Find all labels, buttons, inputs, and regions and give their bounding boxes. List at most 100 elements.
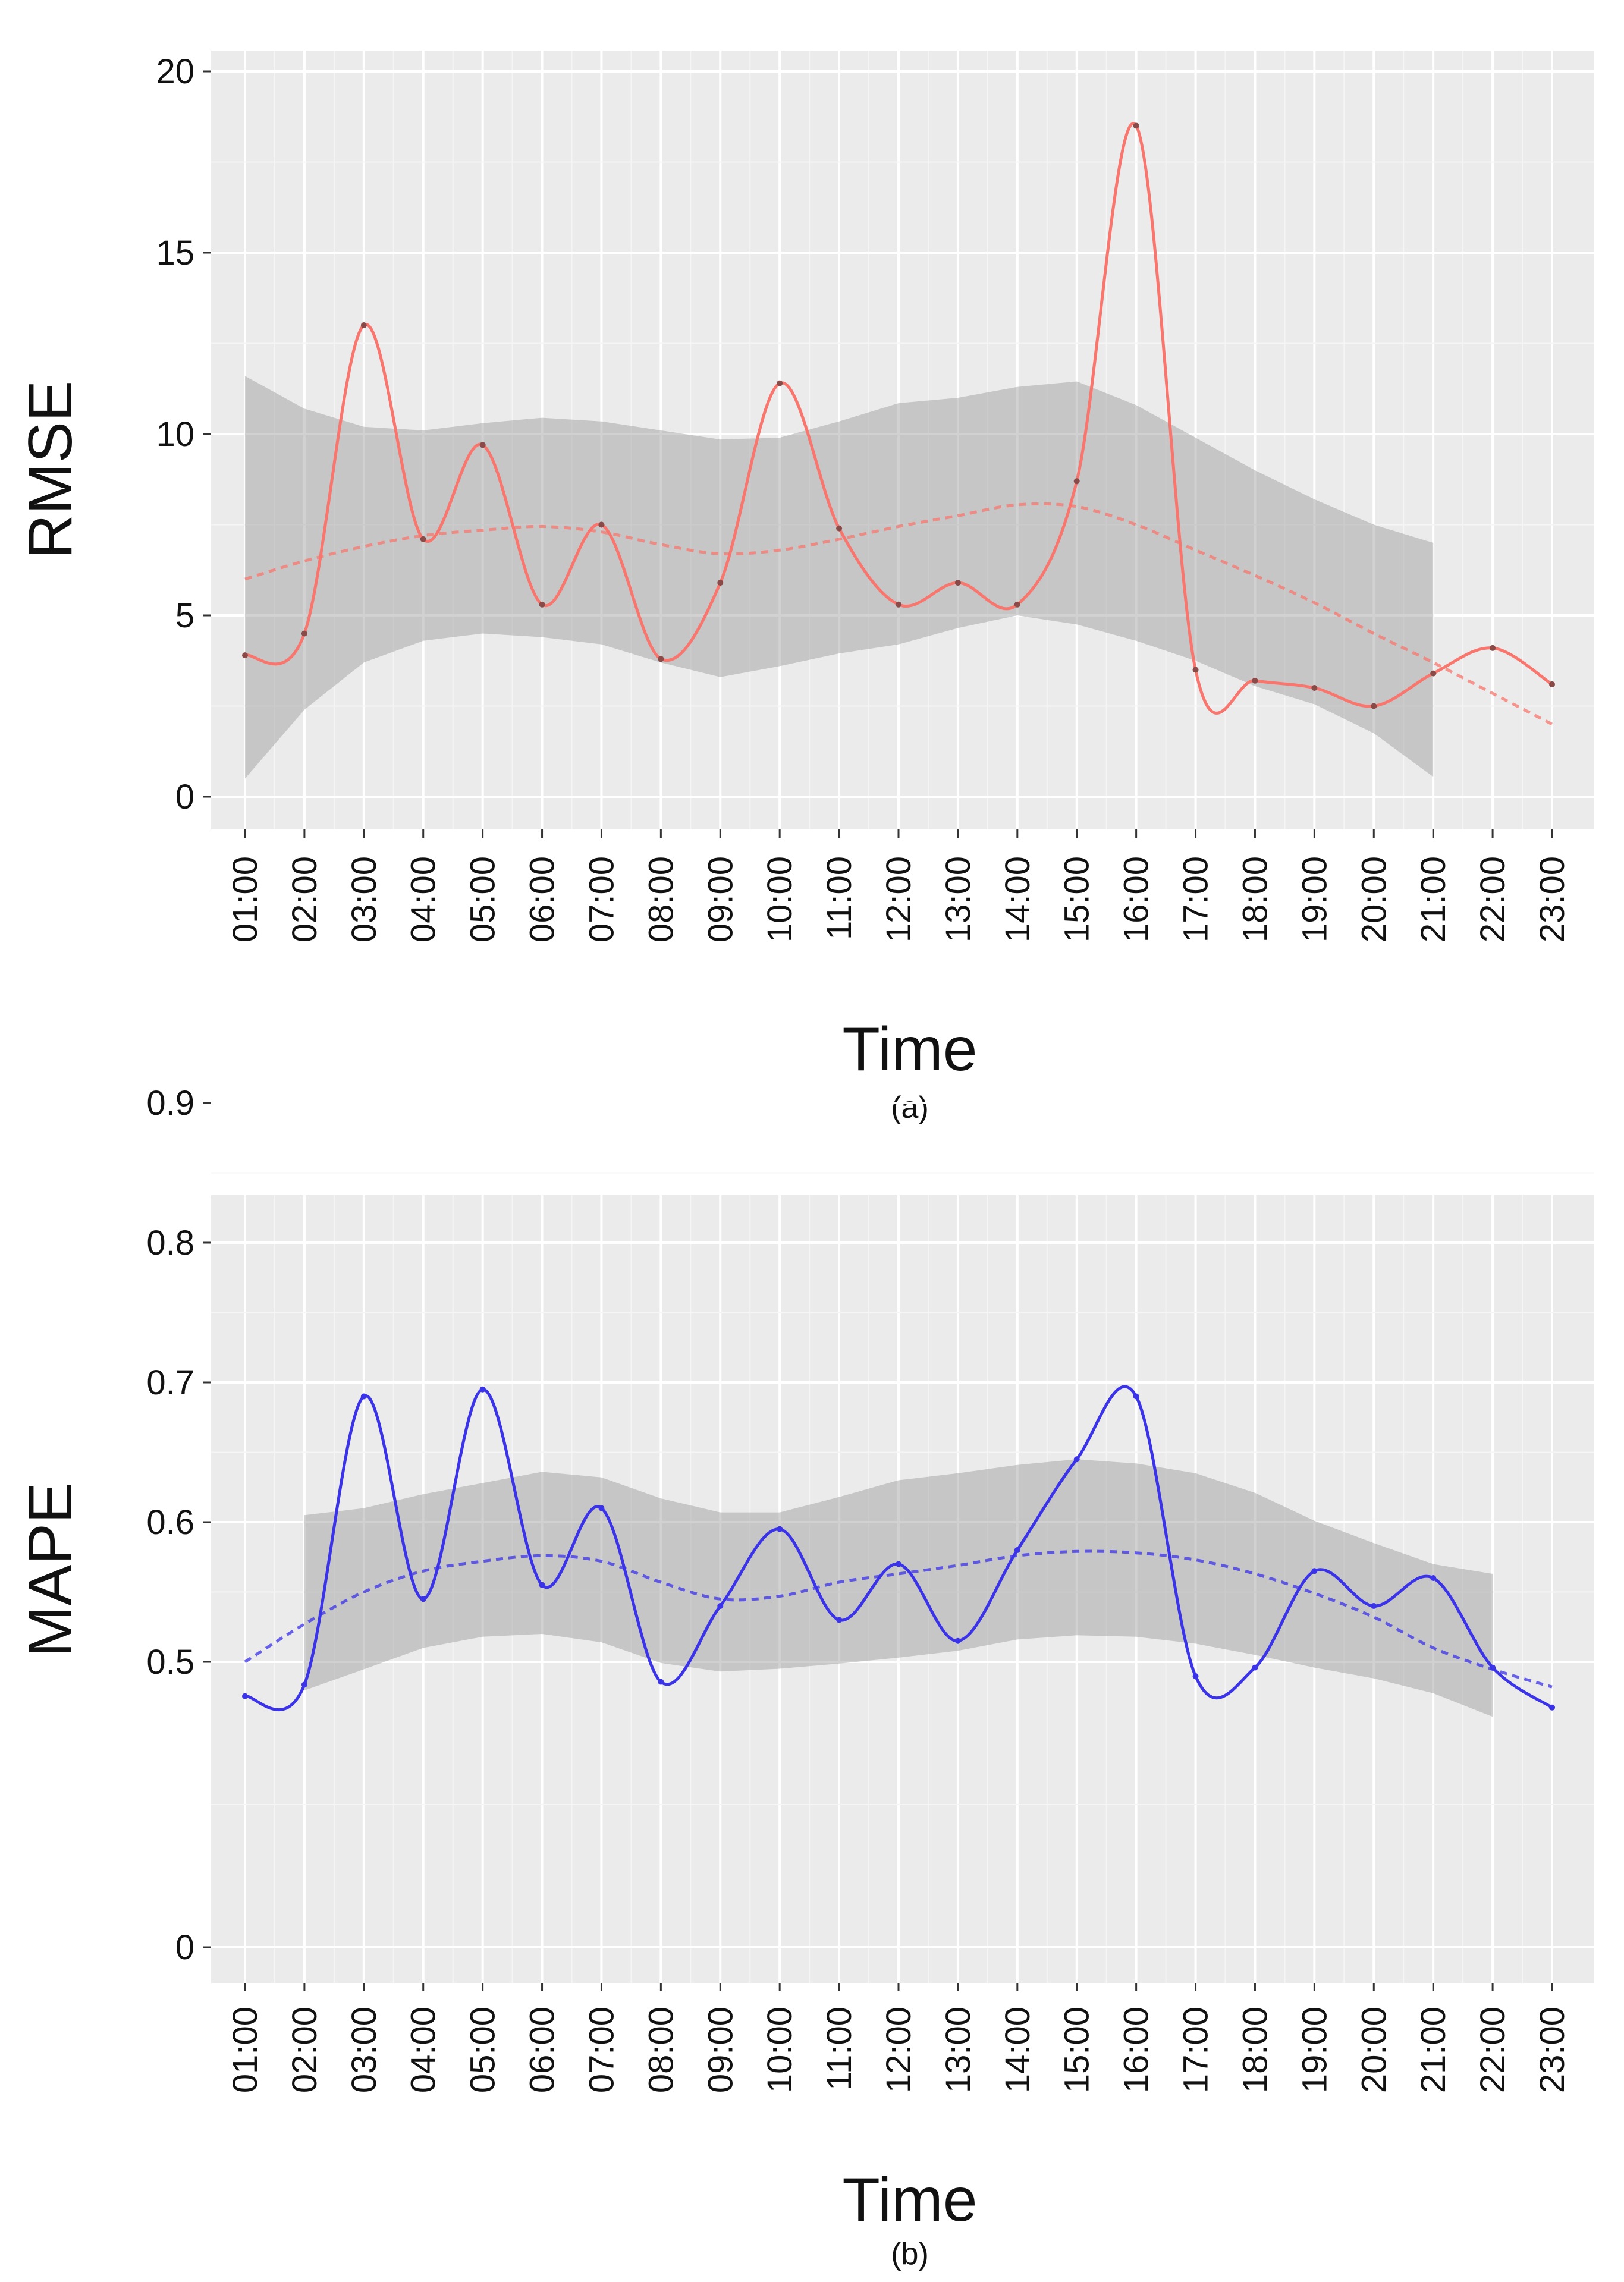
panel-label: (a) xyxy=(891,1090,929,1125)
panel-b: 0 0.5 0.6 0.7 0.8 0.9 01:00 02:00 03:00 04:00 05:0… xyxy=(16,1084,1594,2271)
data-point xyxy=(360,1393,367,1400)
x-tick-label: 01:00 xyxy=(226,856,265,942)
x-tick-label: 02:00 xyxy=(285,856,324,942)
y-tick-label: 5 xyxy=(175,596,194,635)
data-point xyxy=(301,630,307,637)
data-point xyxy=(658,1679,664,1685)
x-tick-label: 11:00 xyxy=(820,856,859,940)
x-tick-label: 05:00 xyxy=(464,2007,502,2093)
x-tick-label: 21:00 xyxy=(1414,856,1453,942)
data-point xyxy=(836,1617,843,1623)
data-point xyxy=(1371,703,1377,709)
x-tick-label: 03:00 xyxy=(345,2007,384,2093)
y-tick-label: 0.9 xyxy=(146,1084,194,1123)
data-point xyxy=(954,580,961,586)
x-tick-label: 14:00 xyxy=(998,856,1037,942)
y-tick-label: 0 xyxy=(175,778,194,816)
y-tick-label: 0.7 xyxy=(146,1363,194,1402)
series-line xyxy=(244,122,1553,715)
panel-label: (b) xyxy=(891,2237,929,2271)
x-tick-label: 13:00 xyxy=(939,856,978,942)
x-tick-label: 02:00 xyxy=(285,2007,324,2093)
x-tick-label: 07:00 xyxy=(582,856,621,942)
x-tick-label: 06:00 xyxy=(523,856,562,942)
data-point xyxy=(1430,670,1437,677)
y-tick-label: 20 xyxy=(156,52,194,91)
data-point xyxy=(539,1582,545,1588)
x-tick-label: 01:00 xyxy=(226,2007,265,2093)
data-point xyxy=(896,601,901,608)
data-point xyxy=(717,580,724,586)
x-tick-label: 17:00 xyxy=(1177,856,1215,942)
data-point xyxy=(360,322,367,328)
data-point xyxy=(1252,677,1258,684)
x-axis-title: Time xyxy=(842,2165,977,2234)
x-tick-label: 03:00 xyxy=(345,856,384,942)
data-point xyxy=(777,1526,783,1532)
data-point xyxy=(1192,1673,1199,1679)
x-tick-label: 23:00 xyxy=(1533,856,1572,942)
x-tick-label: 13:00 xyxy=(939,2007,978,2093)
data-point xyxy=(836,525,843,532)
data-point xyxy=(242,1693,248,1699)
x-tick-label: 04:00 xyxy=(404,2007,443,2093)
data-point xyxy=(717,1603,724,1609)
gridlines xyxy=(211,1102,1594,1983)
y-tick-label: 0.8 xyxy=(146,1224,194,1262)
data-point xyxy=(1073,478,1080,485)
x-tick-label: 11:00 xyxy=(820,2007,859,2091)
x-tick-label: 12:00 xyxy=(879,856,918,942)
x-tick-label: 16:00 xyxy=(1117,856,1156,942)
data-point xyxy=(1490,1664,1496,1671)
data-point xyxy=(301,1681,307,1688)
data-point xyxy=(1014,601,1020,608)
x-tick-label: 15:00 xyxy=(1058,2007,1097,2093)
data-point xyxy=(598,521,605,528)
data-point xyxy=(1073,1456,1080,1463)
data-point xyxy=(1311,1568,1318,1574)
y-tick-label: 0.6 xyxy=(146,1503,194,1542)
data-point xyxy=(1133,122,1139,129)
x-tick-label: 07:00 xyxy=(582,2007,621,2093)
x-tick-label: 19:00 xyxy=(1295,856,1334,942)
x-axis-title: Time xyxy=(842,1015,977,1084)
data-point xyxy=(954,1637,961,1644)
x-tick-label: 04:00 xyxy=(404,856,443,942)
trend-line xyxy=(244,502,1553,726)
x-tick-label: 09:00 xyxy=(701,2007,740,2093)
x-tick-label: 12:00 xyxy=(879,2007,918,2093)
data-point xyxy=(539,601,545,608)
x-tick-label: 20:00 xyxy=(1355,2007,1393,2093)
data-point xyxy=(242,652,248,659)
data-point xyxy=(658,656,664,662)
x-tick-label: 18:00 xyxy=(1236,2007,1274,2093)
y-tick-label: 10 xyxy=(156,415,194,454)
x-tick-label: 06:00 xyxy=(523,2007,562,2093)
y-tick-label: 0.5 xyxy=(146,1643,194,1681)
x-tick-label: 22:00 xyxy=(1474,856,1512,942)
y-tick-label: 15 xyxy=(156,234,194,272)
data-point xyxy=(1014,1547,1020,1553)
x-tick-label: 22:00 xyxy=(1474,2007,1512,2093)
panel-a: 0 5 10 15 20 01:00 02:00 03:00 04:00 05:00 06:00 07… xyxy=(16,51,1594,1125)
confidence-band xyxy=(245,376,1434,779)
data-point xyxy=(420,1596,426,1602)
data-point xyxy=(777,380,783,386)
trend-line xyxy=(244,1549,1553,1689)
x-tick-label: 10:00 xyxy=(761,2007,799,2093)
confidence-band xyxy=(304,1459,1493,1717)
data-point xyxy=(1490,645,1496,651)
x-tick-label: 08:00 xyxy=(642,2007,680,2093)
x-tick-label: 10:00 xyxy=(761,856,799,942)
x-tick-label: 15:00 xyxy=(1058,856,1097,942)
data-point xyxy=(896,1561,901,1567)
data-point xyxy=(1311,685,1318,691)
x-tick-label: 16:00 xyxy=(1117,2007,1156,2093)
plot-background xyxy=(211,51,1594,829)
data-point xyxy=(1252,1664,1258,1671)
plot-background xyxy=(211,1195,1594,1983)
data-point xyxy=(479,442,486,448)
x-tick-label: 18:00 xyxy=(1236,856,1274,942)
data-point xyxy=(1133,1393,1139,1400)
